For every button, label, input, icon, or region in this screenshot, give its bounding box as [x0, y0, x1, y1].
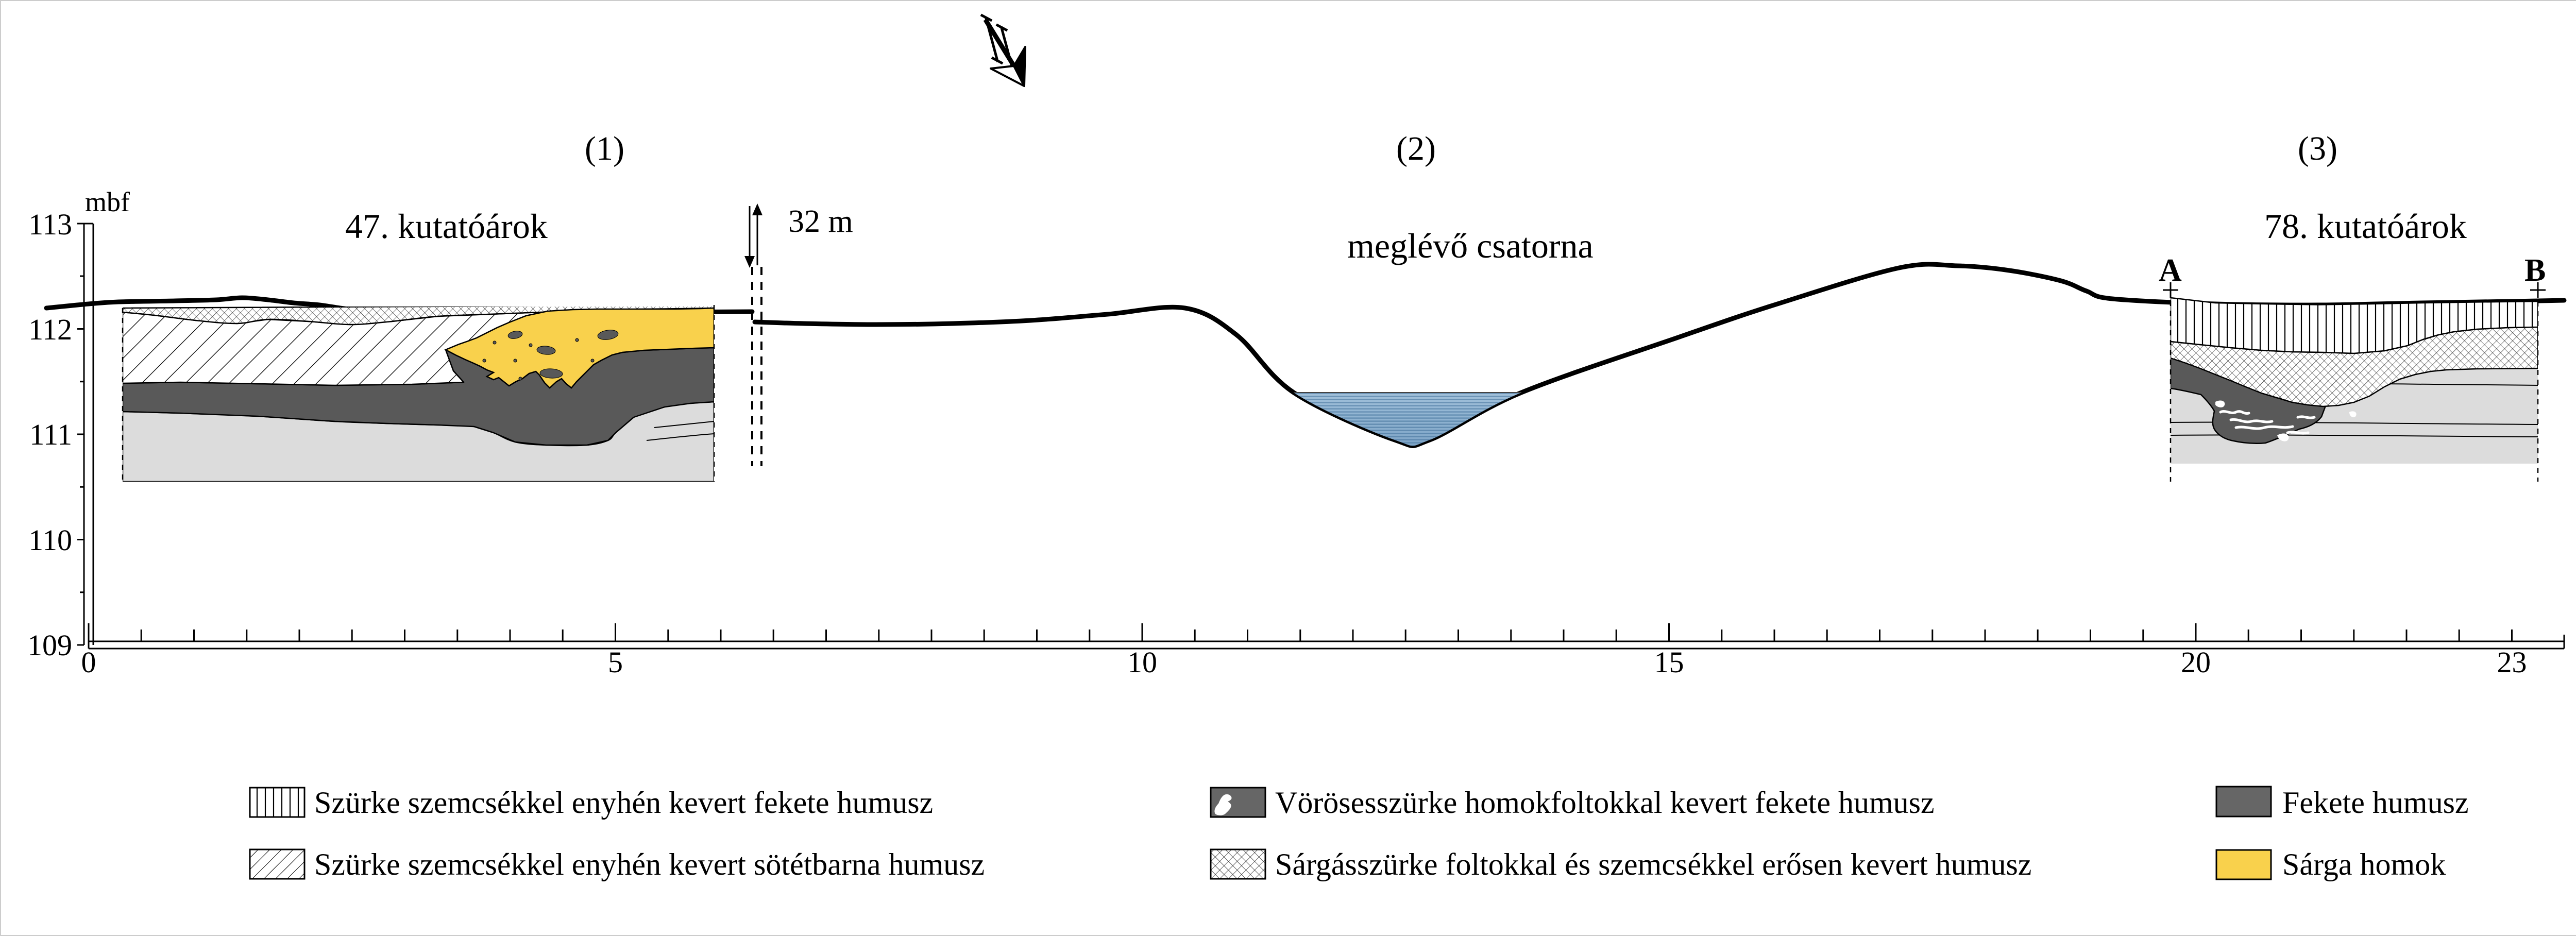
svg-text:113: 113: [28, 208, 72, 241]
svg-text:109: 109: [27, 628, 72, 662]
svg-text:Sárgásszürke foltokkal és szem: Sárgásszürke foltokkal és szemcsékkel er…: [1275, 847, 2031, 881]
svg-text:78. kutatóárok: 78. kutatóárok: [2264, 207, 2467, 246]
svg-text:Sárga homok: Sárga homok: [2282, 847, 2446, 881]
svg-text:110: 110: [28, 523, 72, 557]
svg-text:10: 10: [1127, 645, 1157, 679]
svg-text:47. kutatóárok: 47. kutatóárok: [345, 207, 548, 246]
svg-text:111: 111: [29, 418, 72, 451]
svg-text:5: 5: [608, 645, 623, 679]
svg-text:meglévő csatorna: meglévő csatorna: [1347, 226, 1594, 265]
svg-text:15: 15: [1654, 645, 1684, 679]
svg-text:(1): (1): [585, 130, 624, 167]
svg-text:B: B: [2524, 253, 2546, 288]
svg-text:(3): (3): [2298, 130, 2337, 167]
svg-text:mbf: mbf: [85, 186, 130, 217]
svg-text:112: 112: [28, 313, 72, 346]
svg-text:Fekete humusz: Fekete humusz: [2282, 786, 2469, 820]
svg-text:0: 0: [81, 645, 96, 679]
svg-text:23: 23: [2497, 645, 2527, 679]
svg-text:Szürke szemcsékkel enyhén keve: Szürke szemcsékkel enyhén kevert fekete …: [314, 786, 933, 820]
svg-text:Szürke szemcsékkel enyhén keve: Szürke szemcsékkel enyhén kevert sötétba…: [314, 847, 985, 881]
svg-text:20: 20: [2181, 645, 2211, 679]
svg-text:(2): (2): [1396, 130, 1436, 167]
svg-text:Vörösesszürke homokfoltokkal k: Vörösesszürke homokfoltokkal kevert feke…: [1275, 786, 1935, 820]
svg-text:32 m: 32 m: [788, 204, 853, 239]
